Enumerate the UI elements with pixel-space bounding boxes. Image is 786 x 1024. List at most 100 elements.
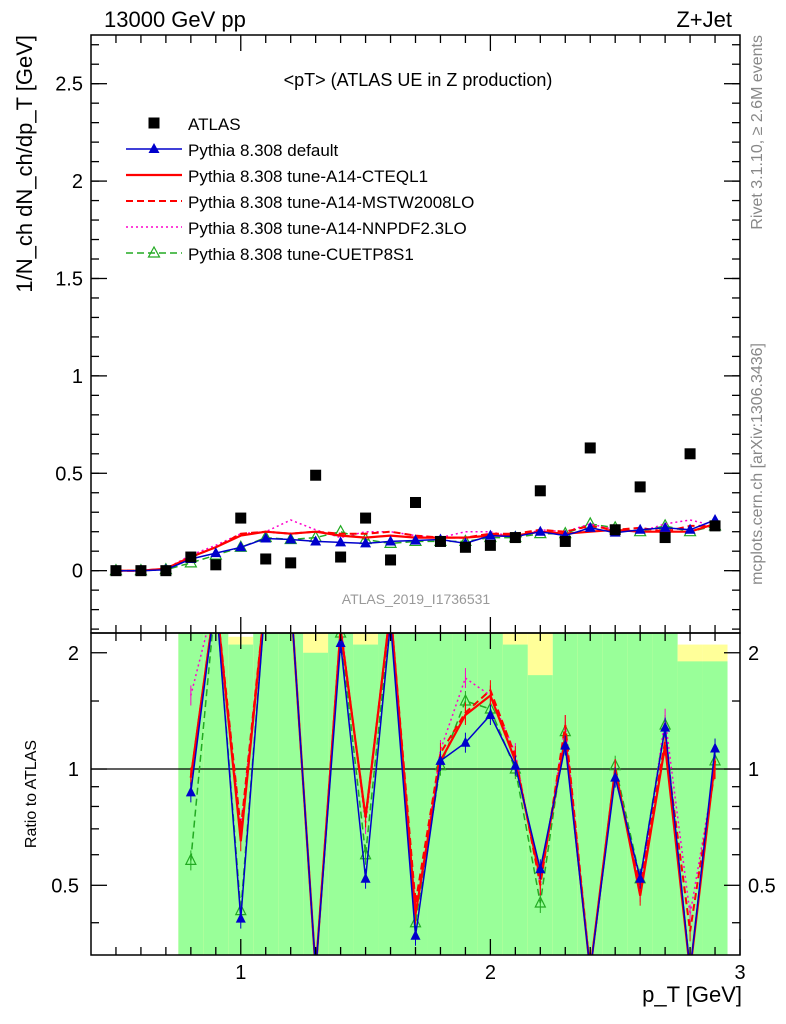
ratio-y-tick-label: 1 bbox=[68, 759, 79, 781]
ratio-marker bbox=[335, 636, 346, 647]
series-marker bbox=[584, 521, 596, 532]
ratio-marker bbox=[235, 912, 246, 923]
series-marker bbox=[260, 532, 272, 543]
ratio-marker bbox=[635, 872, 646, 883]
series-marker bbox=[684, 523, 696, 534]
ratio-y-tick-label: 0.5 bbox=[51, 875, 79, 897]
data-point bbox=[285, 557, 297, 569]
legend-marker bbox=[148, 143, 160, 153]
stat-uncertainty-bin bbox=[527, 675, 553, 955]
y-tick-label: 1 bbox=[72, 366, 83, 388]
main-plot-series bbox=[109, 442, 722, 577]
ratio-marker bbox=[534, 895, 547, 908]
stat-uncertainty-bin bbox=[702, 661, 728, 955]
data-point bbox=[110, 565, 122, 577]
legend-label: ATLAS bbox=[188, 115, 241, 134]
data-point bbox=[135, 565, 147, 577]
series-marker bbox=[335, 536, 347, 547]
legend-label: Pythia 8.308 default bbox=[188, 141, 339, 160]
axis-ticks bbox=[91, 35, 741, 955]
series-marker bbox=[285, 533, 297, 544]
data-point bbox=[684, 448, 696, 460]
data-point bbox=[385, 554, 397, 566]
legend: ATLAS Pythia 8.308 default Pythia 8.308 tu… bbox=[126, 115, 474, 264]
x-axis-label: p_T [GeV] bbox=[642, 982, 742, 1007]
x-tick-label: 1 bbox=[235, 962, 246, 984]
ratio-line bbox=[190, 633, 716, 955]
process-label: Z+Jet bbox=[676, 7, 732, 32]
y-tick-label: 2.5 bbox=[55, 74, 83, 96]
series-marker bbox=[410, 534, 421, 545]
data-point bbox=[235, 512, 247, 524]
legend-label: Pythia 8.308 tune-A14-CTEQL1 bbox=[188, 167, 428, 186]
data-point bbox=[160, 565, 172, 577]
legend-label: Pythia 8.308 tune-A14-NNPDF2.3LO bbox=[188, 219, 467, 238]
ratio-y-tick-label: 1 bbox=[748, 759, 759, 781]
series-marker bbox=[634, 523, 646, 534]
stat-uncertainty-bin bbox=[328, 633, 354, 955]
series-marker bbox=[235, 541, 247, 552]
ratio-marker bbox=[560, 739, 571, 750]
stat-uncertainty-bin bbox=[303, 652, 329, 955]
data-point bbox=[459, 541, 471, 553]
collision-label: 13000 GeV pp bbox=[104, 7, 246, 32]
series-line bbox=[116, 519, 716, 572]
data-point bbox=[335, 551, 347, 563]
series-marker bbox=[210, 547, 222, 558]
data-point bbox=[410, 496, 421, 508]
ratio-marker bbox=[410, 929, 421, 940]
ratio-marker bbox=[485, 709, 496, 720]
stat-uncertainty-bin bbox=[427, 633, 453, 955]
stat-uncertainty-bin bbox=[627, 633, 653, 955]
ratio-marker bbox=[435, 754, 446, 765]
ratio-plot-series bbox=[184, 633, 722, 955]
ratio-y-axis-label: Ratio to ATLAS bbox=[23, 740, 40, 848]
legend-marker-atlas bbox=[148, 117, 160, 129]
legend-label: Pythia 8.308 tune-A14-MSTW2008LO bbox=[188, 193, 474, 212]
stat-uncertainty-bin bbox=[602, 633, 628, 955]
ratio-line bbox=[190, 633, 716, 955]
stat-uncertainty-bin bbox=[278, 633, 304, 955]
ratio-y-tick-label: 2 bbox=[68, 643, 79, 665]
series-marker bbox=[310, 535, 322, 546]
data-point bbox=[584, 442, 596, 454]
data-point bbox=[434, 535, 446, 547]
ratio-y-tick-label: 0.5 bbox=[748, 875, 776, 897]
data-point bbox=[534, 485, 546, 497]
data-point bbox=[360, 512, 372, 524]
series-marker bbox=[534, 525, 546, 536]
ratio-marker bbox=[510, 759, 521, 770]
ratio-marker bbox=[460, 736, 471, 747]
data-point bbox=[559, 535, 571, 547]
mcplots-label: mcplots.cern.ch [arXiv:1306.3436] bbox=[749, 343, 766, 585]
ratio-marker bbox=[360, 872, 371, 883]
ratio-line bbox=[190, 633, 716, 955]
y-tick-label: 0.5 bbox=[55, 463, 83, 485]
y-tick-label: 0 bbox=[72, 561, 83, 583]
ratio-line bbox=[189, 633, 717, 955]
data-point bbox=[484, 539, 496, 551]
x-tick-label: 3 bbox=[734, 962, 745, 984]
data-point bbox=[185, 551, 197, 563]
legend-marker bbox=[147, 245, 161, 258]
rivet-version-label: Rivet 3.1.10, ≥ 2.6M events bbox=[749, 35, 766, 230]
ratio-marker bbox=[185, 786, 196, 797]
series-marker bbox=[360, 537, 372, 548]
data-point bbox=[509, 532, 521, 544]
data-point bbox=[260, 553, 272, 565]
ratio-y-tick-label: 2 bbox=[748, 643, 759, 665]
analysis-id: ATLAS_2019_I1736531 bbox=[342, 591, 491, 607]
data-point bbox=[634, 481, 646, 493]
ratio-marker bbox=[184, 853, 197, 866]
y-tick-label: 1.5 bbox=[55, 268, 83, 290]
ratio-marker bbox=[660, 721, 671, 732]
series-line bbox=[116, 524, 715, 572]
data-point bbox=[709, 520, 721, 532]
data-point bbox=[609, 524, 621, 536]
x-tick-label: 2 bbox=[485, 962, 496, 984]
data-point bbox=[310, 469, 322, 481]
legend-label: Pythia 8.308 tune-CUETP8S1 bbox=[188, 245, 414, 264]
series-marker bbox=[659, 521, 671, 532]
main-y-axis-label: 1/N_ch dN_ch/dp_T [GeV] bbox=[12, 35, 37, 293]
